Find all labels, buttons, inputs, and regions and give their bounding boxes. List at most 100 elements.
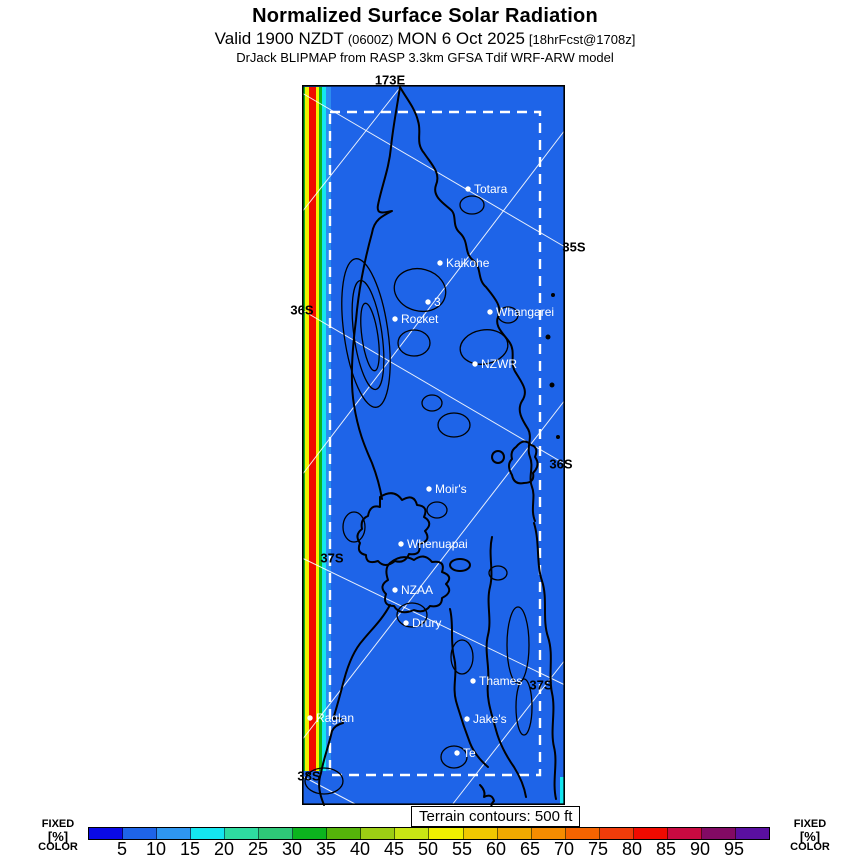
color-scale-tick: 45: [383, 839, 405, 859]
color-scale-segment: [395, 828, 430, 839]
graticule-line: [301, 129, 566, 476]
color-scale-segment: [667, 828, 702, 839]
graticule-lines: [301, 84, 566, 806]
color-scale-tick: 55: [451, 839, 473, 859]
color-scale-segment: [633, 828, 668, 839]
color-scale-segment: [429, 828, 464, 839]
field-region: [309, 87, 316, 771]
site-marker: [454, 750, 460, 756]
site-label: Raglan: [316, 711, 354, 725]
valid-date: MON 6 Oct 2025: [397, 29, 525, 48]
header: Normalized Surface Solar Radiation Valid…: [0, 5, 850, 65]
color-scale-tick: 50: [417, 839, 439, 859]
valid-time: Valid 1900 NZDT: [214, 29, 344, 48]
site-marker: [425, 299, 431, 305]
page-title: Normalized Surface Solar Radiation: [252, 5, 598, 27]
graticule-line: [301, 84, 403, 213]
offshore-island: [545, 334, 551, 340]
fixed-label-line: COLOR: [38, 841, 78, 853]
color-scale-tick: 10: [145, 839, 167, 859]
color-scale-tick: 70: [553, 839, 575, 859]
site-label: NZAA: [401, 583, 433, 597]
site-marker: [465, 186, 471, 192]
color-scale-tick: 20: [213, 839, 235, 859]
radiation-field: [302, 85, 565, 805]
color-scale-tick: 30: [281, 839, 303, 859]
site-label: Drury: [412, 616, 441, 630]
color-scale-segment: [89, 828, 124, 839]
domain-boundary-box: [328, 110, 542, 777]
color-scale-tick: 15: [179, 839, 201, 859]
color-scale-segment: [701, 828, 736, 839]
site-marker: [403, 620, 409, 626]
field-region: [319, 87, 322, 771]
solar-radiation-map: Totara Kaikohe 3 Rocket Whangarei NZWR Moir's W…: [301, 84, 566, 810]
color-scale-tick: 65: [519, 839, 541, 859]
offshore-island: [556, 435, 560, 439]
site-marker: [464, 716, 470, 722]
site-marker: [392, 587, 398, 593]
graticule-label: 37S: [529, 677, 553, 693]
site-label: Whenuapai: [407, 537, 468, 551]
graticule-line: [301, 399, 566, 741]
coastlines: [318, 86, 560, 810]
graticule-line: [301, 92, 566, 248]
site-markers: Totara Kaikohe 3 Rocket Whangarei NZWR Moir's W…: [307, 182, 554, 760]
color-scale-bar: [88, 827, 770, 840]
site-marker: [392, 316, 398, 322]
field-region: [305, 87, 309, 771]
terrain-contours: [304, 195, 533, 795]
site-label: Thames: [479, 674, 522, 688]
color-scale-tick: 60: [485, 839, 507, 859]
site-label: Rocket: [401, 312, 439, 326]
field-region: [302, 85, 565, 805]
graticule-label: 36S: [549, 456, 573, 472]
graticule-label: 36S: [290, 302, 314, 318]
color-scale-segment: [259, 828, 294, 839]
site-label: Totara: [474, 182, 508, 196]
graticule-label: 173E: [374, 72, 406, 88]
site-label: Jake's: [473, 712, 507, 726]
color-scale-segment: [157, 828, 192, 839]
site-label: Te: [463, 746, 476, 760]
graticule-line: [301, 775, 358, 806]
graticule-label: 35S: [562, 239, 586, 255]
map-area: Totara Kaikohe 3 Rocket Whangarei NZWR Moir's W…: [290, 73, 586, 810]
color-scale-segment: [293, 828, 328, 839]
color-scale-segment: [497, 828, 532, 839]
field-region: [326, 87, 331, 771]
color-scale-segment: [191, 828, 226, 839]
color-scale-tick: 75: [587, 839, 609, 859]
site-marker: [470, 678, 476, 684]
model-line: DrJack BLIPMAP from RASP 3.3km GFSA Tdif…: [236, 50, 614, 65]
color-scale-tick: 90: [689, 839, 711, 859]
color-scale-segment: [565, 828, 600, 839]
color-scale-segment: [361, 828, 396, 839]
site-marker: [307, 715, 313, 721]
terrain-contour-note: Terrain contours: 500 ft: [411, 806, 581, 827]
color-scale-tick: 35: [315, 839, 337, 859]
field-region: [560, 777, 565, 805]
color-scale-segment: [123, 828, 158, 839]
color-scale-ticks: 5 10 15 20 25 30 35 40 45 50 55 60 65 70 75 80 85 90 95: [88, 839, 768, 860]
fixed-color-label-right: FIXED [%] COLOR: [782, 818, 838, 854]
fixed-color-label-left: FIXED [%] COLOR: [30, 818, 86, 854]
color-scale-segment: [531, 828, 566, 839]
color-scale-segment: [327, 828, 362, 839]
color-scale-tick: 25: [247, 839, 269, 859]
color-scale-segment: [225, 828, 260, 839]
color-scale-tick: 80: [621, 839, 643, 859]
map-border: [302, 85, 565, 806]
site-label: Whangarei: [496, 305, 554, 319]
site-label: NZWR: [481, 357, 517, 371]
color-scale-segment: [463, 828, 498, 839]
fixed-label-line: FIXED: [41, 818, 75, 830]
site-label: Kaikohe: [446, 256, 490, 270]
graticule-label: 37S: [320, 550, 344, 566]
valid-time-line: Valid 1900 NZDT (0600Z) MON 6 Oct 2025 [18h…: [0, 29, 850, 49]
forecast-run: [18hrFcst@1708z]: [528, 32, 636, 47]
offshore-island: [551, 293, 555, 297]
site-marker: [398, 541, 404, 547]
color-scale-tick: 95: [723, 839, 745, 859]
